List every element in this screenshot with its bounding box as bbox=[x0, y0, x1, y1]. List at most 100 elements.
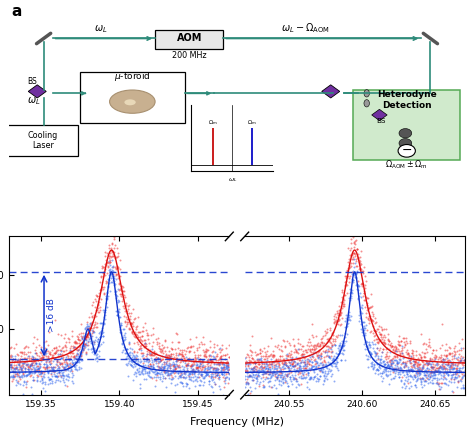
Point bbox=[319, 348, 327, 355]
Point bbox=[212, 369, 219, 376]
Point bbox=[411, 364, 419, 371]
Point bbox=[292, 346, 299, 353]
Point bbox=[397, 337, 404, 344]
Point bbox=[164, 362, 172, 369]
Point bbox=[328, 342, 336, 349]
Text: $\Omega_\mathrm{AOM}\pm\Omega_\mathrm{m}$: $\Omega_\mathrm{AOM}\pm\Omega_\mathrm{m}… bbox=[385, 159, 428, 171]
Point bbox=[106, 288, 113, 295]
Point bbox=[308, 358, 315, 365]
Point bbox=[108, 273, 115, 280]
Point bbox=[57, 373, 65, 380]
Point bbox=[153, 339, 161, 346]
Point bbox=[419, 375, 427, 382]
Point bbox=[12, 365, 20, 372]
Point bbox=[372, 351, 379, 358]
Point bbox=[401, 363, 408, 370]
Point bbox=[79, 338, 86, 345]
Point bbox=[70, 350, 77, 356]
Point bbox=[391, 375, 398, 381]
Point bbox=[58, 360, 66, 367]
Point bbox=[445, 372, 452, 378]
Point bbox=[402, 360, 410, 366]
Point bbox=[264, 374, 272, 381]
Point bbox=[250, 363, 257, 370]
Point bbox=[135, 361, 143, 368]
Point bbox=[322, 342, 330, 349]
Point bbox=[57, 347, 65, 353]
Point bbox=[210, 360, 218, 367]
Point bbox=[416, 368, 423, 375]
Point bbox=[254, 367, 261, 374]
Point bbox=[35, 365, 42, 372]
Point bbox=[202, 369, 210, 375]
Point bbox=[280, 338, 288, 344]
Point bbox=[443, 362, 450, 369]
Point bbox=[350, 250, 358, 257]
Point bbox=[6, 358, 13, 365]
Point bbox=[401, 363, 408, 370]
Point bbox=[366, 344, 374, 350]
Point bbox=[192, 361, 200, 368]
Point bbox=[248, 369, 256, 375]
Point bbox=[453, 365, 460, 372]
Point bbox=[426, 371, 433, 378]
Point bbox=[152, 371, 159, 378]
Point bbox=[299, 353, 307, 360]
Point bbox=[391, 369, 398, 376]
Point bbox=[71, 338, 79, 345]
Point bbox=[419, 340, 427, 347]
Point bbox=[117, 291, 125, 298]
Point bbox=[202, 352, 210, 359]
Point bbox=[116, 314, 123, 320]
Point bbox=[460, 372, 468, 379]
Point bbox=[115, 273, 123, 280]
Point bbox=[205, 381, 213, 388]
Point bbox=[456, 357, 464, 364]
Point bbox=[429, 346, 437, 353]
Point bbox=[91, 338, 98, 345]
Point bbox=[255, 360, 263, 367]
Point bbox=[389, 346, 396, 353]
Point bbox=[430, 356, 438, 363]
Point bbox=[98, 320, 106, 327]
Point bbox=[91, 356, 99, 363]
Point bbox=[310, 369, 318, 376]
Point bbox=[451, 350, 459, 357]
Point bbox=[35, 356, 42, 363]
Point bbox=[73, 350, 81, 357]
Point bbox=[66, 364, 74, 371]
Point bbox=[413, 371, 420, 378]
Point bbox=[252, 366, 259, 372]
Point bbox=[144, 355, 151, 362]
Point bbox=[123, 349, 130, 356]
Point bbox=[335, 341, 342, 348]
Point bbox=[254, 351, 262, 358]
Point bbox=[457, 356, 465, 363]
Point bbox=[257, 355, 265, 362]
Point bbox=[93, 354, 100, 361]
Point bbox=[437, 362, 444, 369]
Point bbox=[360, 287, 368, 294]
Point bbox=[199, 370, 206, 377]
Point bbox=[401, 342, 409, 349]
Point bbox=[191, 354, 199, 361]
Point bbox=[24, 363, 32, 370]
Point bbox=[350, 269, 358, 276]
Point bbox=[335, 303, 343, 310]
Point bbox=[286, 353, 294, 360]
Point bbox=[246, 383, 254, 390]
Point bbox=[106, 249, 114, 256]
Point bbox=[9, 356, 16, 363]
Point bbox=[293, 378, 301, 384]
Point bbox=[365, 320, 373, 326]
Point bbox=[407, 371, 414, 378]
Point bbox=[450, 379, 457, 386]
Point bbox=[213, 360, 221, 367]
Point bbox=[357, 280, 365, 287]
Point bbox=[432, 368, 439, 375]
Point bbox=[393, 357, 401, 364]
Point bbox=[91, 311, 98, 318]
Point bbox=[305, 335, 312, 342]
Point bbox=[12, 377, 19, 384]
Point bbox=[43, 359, 50, 366]
